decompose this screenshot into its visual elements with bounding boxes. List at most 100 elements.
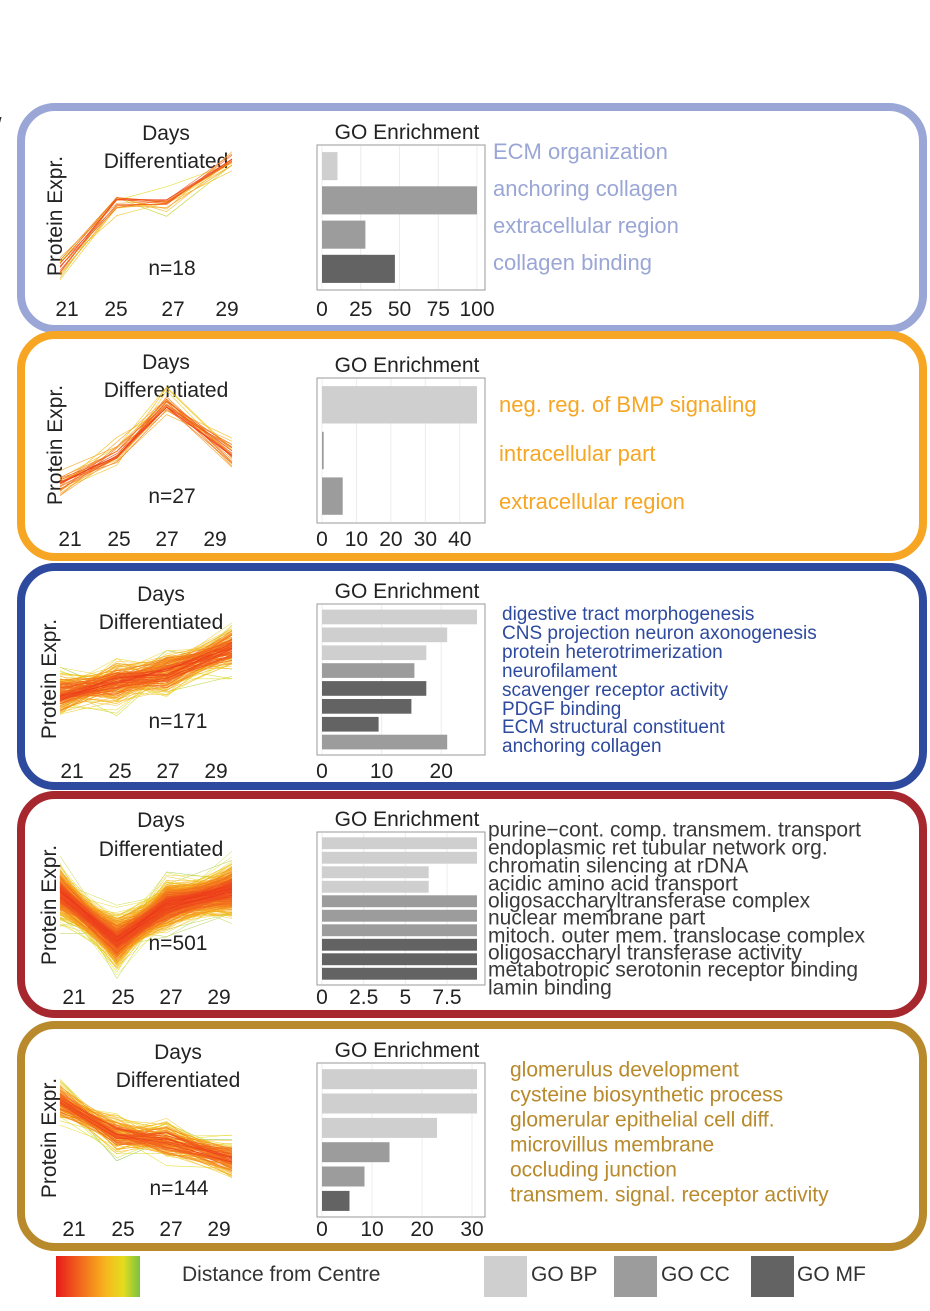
cluster-panel-5: Days Differentiated Protein Expr. n=144 21 25…: [17, 1021, 927, 1251]
expression-line-26: [59, 406, 233, 484]
expression-line-163: [59, 650, 233, 696]
expression-line-24: [59, 406, 233, 484]
expression-line-5: [59, 170, 233, 274]
go-bar-7: [322, 716, 379, 732]
bar-grid: [321, 1064, 473, 1216]
legend-mf-swatch: [751, 1256, 794, 1297]
bar-title-go-enrichment: GO Enrichment: [335, 808, 480, 831]
go-term-label: extracellular region: [493, 213, 679, 238]
expression-lines: [59, 386, 233, 496]
go-bar-10: [322, 967, 477, 980]
bar-tick-2.5: 2.5: [349, 986, 378, 1009]
legend-mf-label: GO MF: [797, 1263, 866, 1286]
expression-line-27: [59, 406, 233, 485]
go-term-label: anchoring collagen: [502, 736, 662, 757]
bar-tick-100: 100: [459, 298, 494, 321]
line-title-days: Days: [137, 809, 185, 832]
expression-line-13: [59, 403, 233, 496]
bar-tick-7.5: 7.5: [432, 986, 461, 1009]
cluster-frame: [17, 1021, 927, 1251]
bar-tick-25: 25: [349, 298, 372, 321]
go-term-label: purine−cont. comp. transmem. transport: [488, 819, 861, 842]
expression-line-171: [59, 647, 233, 697]
expression-line-162: [59, 645, 233, 700]
go-bar-1: [322, 1069, 477, 1090]
expression-line-18: [59, 159, 233, 268]
cluster-frame: [17, 331, 927, 561]
day-tick-29: 29: [215, 298, 238, 321]
expression-line-168: [59, 641, 233, 697]
day-tick-25: 25: [111, 986, 134, 1009]
line-title-differentiated: Differentiated: [116, 1069, 241, 1092]
cluster-panels: Days Differentiated Protein Expr. n=18 21 25 2…: [17, 103, 927, 1251]
expression-line-141: [59, 1099, 233, 1158]
bar-title-go-enrichment: GO Enrichment: [335, 354, 480, 377]
day-tick-25: 25: [111, 1218, 134, 1241]
go-term-label: neg. reg. of BMP signaling: [499, 392, 757, 417]
go-bar-5: [322, 895, 477, 908]
go-bar-7: [322, 924, 477, 937]
expression-line-14: [59, 398, 233, 478]
expression-line-8: [59, 165, 233, 276]
expression-line-161: [59, 647, 233, 702]
go-bar-3: [322, 645, 427, 661]
line-title-days: Days: [142, 122, 190, 145]
line-title-differentiated: Differentiated: [104, 379, 229, 402]
go-bar-4: [322, 1142, 390, 1163]
bar-tick-10: 10: [370, 760, 393, 783]
day-tick-27: 27: [161, 298, 184, 321]
bar-tick-10: 10: [345, 528, 368, 551]
expression-line-10: [59, 398, 233, 491]
day-tick-25: 25: [107, 528, 130, 551]
go-term-label: protein heterotrimerization: [502, 642, 723, 663]
legend-gradient-swatch: [56, 1256, 140, 1297]
bar-tick-50: 50: [388, 298, 411, 321]
go-term-label: acidic amino acid transport: [488, 873, 738, 896]
day-tick-27: 27: [159, 1218, 182, 1241]
go-bar-1: [322, 152, 338, 181]
go-bar-8: [322, 734, 448, 750]
expression-line-95: [59, 1092, 233, 1158]
bar-tick-0: 0: [316, 528, 328, 551]
legend-bp-swatch: [484, 1256, 527, 1297]
go-term-label: oligosaccharyltransferase complex: [488, 890, 811, 913]
go-term-label: mitoch. outer mem. translocase complex: [488, 925, 865, 948]
line-title-days: Days: [142, 351, 190, 374]
cluster-panel-2: Days Differentiated Protein Expr. n=27 21 25 2…: [17, 331, 927, 561]
expression-line-16: [59, 161, 233, 273]
day-tick-27: 27: [155, 528, 178, 551]
expression-lines: [59, 1079, 233, 1178]
ylabel-protein-expr: Protein Expr.: [38, 619, 61, 739]
expression-line-7: [59, 414, 233, 490]
cluster-frame: [17, 103, 927, 333]
go-bar-2: [322, 1093, 477, 1114]
day-tick-29: 29: [204, 760, 227, 783]
line-title-differentiated: Differentiated: [99, 611, 224, 634]
cluster-size-label: n=144: [150, 1177, 209, 1200]
bar-tick-0: 0: [316, 1218, 328, 1241]
day-tick-29: 29: [207, 986, 230, 1009]
go-bar-1: [322, 609, 477, 625]
go-term-label: ECM organization: [493, 139, 668, 164]
bar-plot-frame: [316, 603, 486, 756]
bar-title-go-enrichment: GO Enrichment: [335, 1039, 480, 1062]
bar-tick-20: 20: [379, 528, 402, 551]
expression-line-144: [59, 638, 233, 696]
cluster-frame: [17, 791, 927, 1018]
go-bar-3: [322, 220, 366, 249]
day-tick-25: 25: [104, 298, 127, 321]
panel-label: /: [0, 115, 2, 137]
expression-line-170: [59, 646, 233, 696]
line-title-days: Days: [137, 583, 185, 606]
cluster-size-label: n=27: [148, 485, 195, 508]
go-bar-3: [322, 1117, 437, 1138]
go-bar-3: [322, 477, 343, 515]
bar-title-go-enrichment: GO Enrichment: [335, 121, 480, 144]
go-bar-1: [322, 837, 477, 850]
line-title-differentiated: Differentiated: [99, 838, 224, 861]
expression-line-15: [59, 401, 233, 488]
line-title-differentiated: Differentiated: [104, 150, 229, 173]
day-tick-21: 21: [55, 298, 78, 321]
bar-tick-75: 75: [427, 298, 450, 321]
